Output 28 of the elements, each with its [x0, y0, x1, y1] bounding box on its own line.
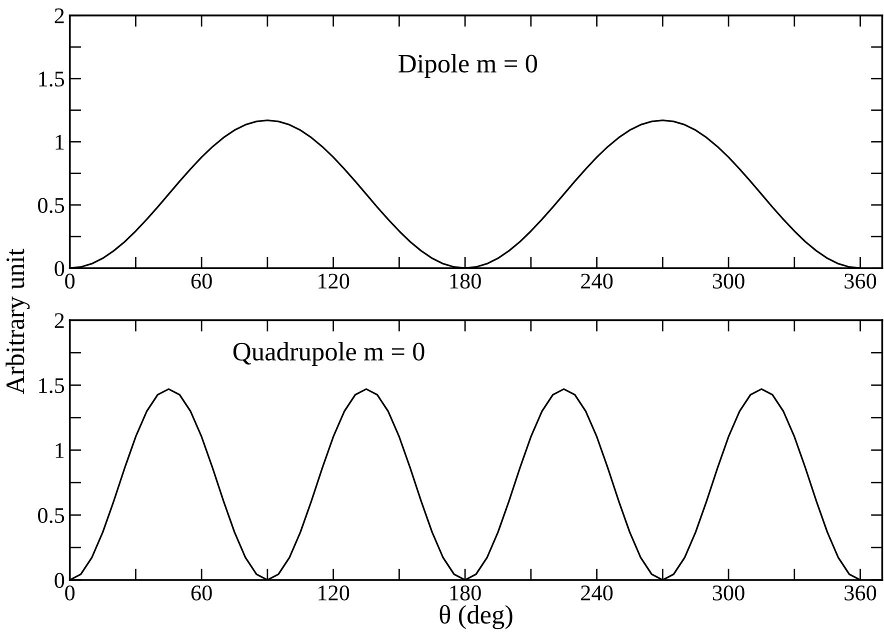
x-tick-label: 240 — [581, 585, 613, 600]
x-tick-label: 60 — [191, 585, 212, 600]
y-tick-label: 1.5 — [39, 378, 64, 394]
y-tick-label: 1.5 — [39, 72, 64, 87]
y-tick-label: 1 — [56, 443, 64, 458]
y-tick-label: 0 — [54, 261, 64, 276]
x-tick-label: 180 — [450, 274, 481, 289]
x-tick-label: 0 — [65, 585, 75, 600]
x-tick-label: 240 — [581, 274, 613, 289]
x-tick-label: 180 — [450, 585, 481, 600]
x-tick-label: 300 — [712, 585, 744, 600]
x-tick-label: 360 — [844, 274, 876, 289]
y-tick-label: 2 — [54, 8, 64, 24]
y-tick-label: 0 — [54, 572, 64, 588]
x-tick-label: 120 — [318, 585, 350, 600]
y-tick-label: 0.5 — [38, 508, 64, 524]
y-tick-label: 1 — [56, 134, 64, 150]
x-tick-label: 300 — [712, 274, 744, 289]
x-axis-title: θ (deg) — [440, 605, 512, 630]
y-axis-title: Arbitrary unit — [6, 248, 30, 394]
annotation: Dipole m = 0 — [398, 54, 538, 78]
x-tick-label: 0 — [65, 274, 75, 289]
x-tick-label: 120 — [318, 274, 350, 289]
x-tick-label: 360 — [844, 585, 876, 600]
x-tick-label: 60 — [191, 274, 212, 289]
annotation: Quadrupole m = 0 — [233, 342, 424, 366]
y-tick-label: 2 — [54, 313, 64, 328]
y-tick-label: 0.5 — [38, 198, 64, 213]
